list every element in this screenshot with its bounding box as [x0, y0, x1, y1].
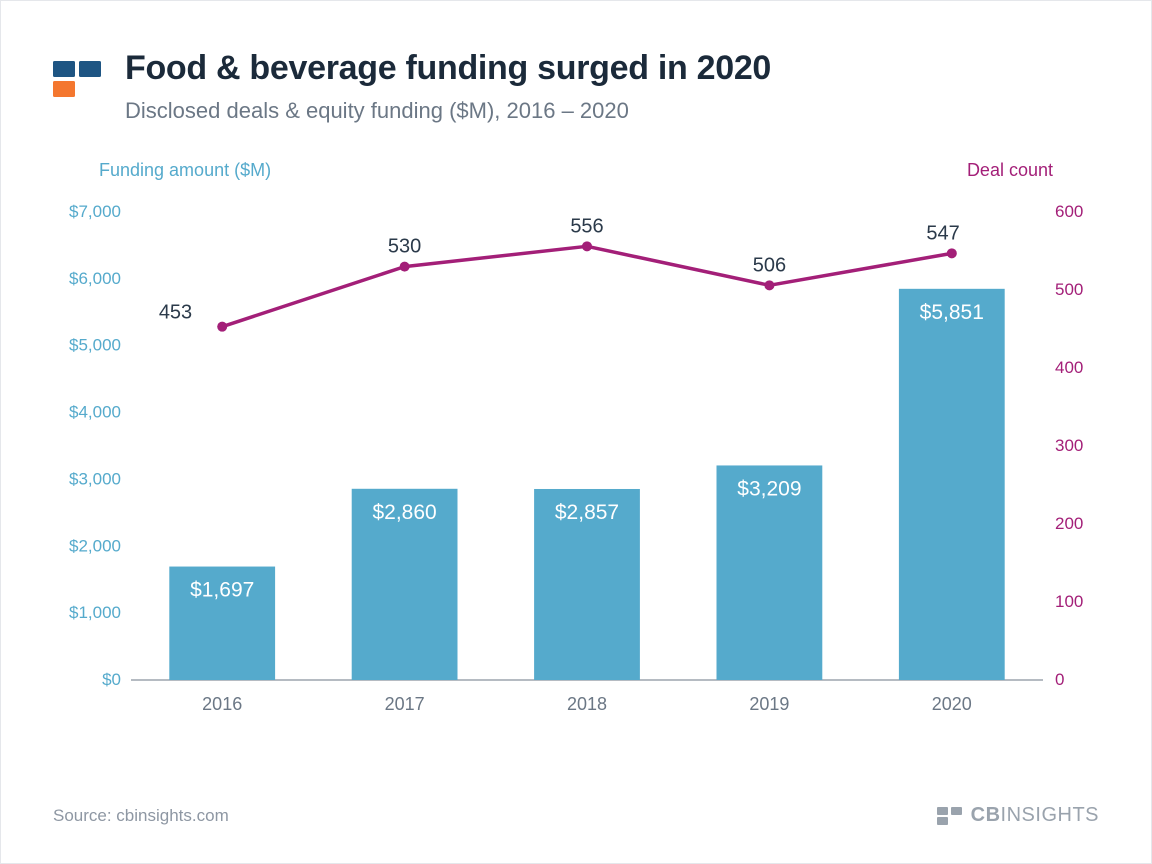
xtick-label: 2017: [385, 694, 425, 714]
brand-logo: CBINSIGHTS: [937, 804, 1099, 827]
line-marker: [947, 248, 957, 258]
chart-title: Food & beverage funding surged in 2020: [125, 49, 1099, 88]
ytick-right: 200: [1055, 514, 1083, 533]
bar-label: $2,857: [555, 501, 619, 524]
ytick-right: 100: [1055, 592, 1083, 611]
ytick-left: $0: [102, 670, 121, 689]
line-label: 506: [753, 254, 786, 276]
ytick-left: $5,000: [69, 336, 121, 355]
bar-label: $5,851: [920, 301, 984, 324]
line-label: 547: [926, 222, 959, 244]
xtick-label: 2016: [202, 694, 242, 714]
source-text: Source: cbinsights.com: [53, 806, 229, 826]
ytick-left: $2,000: [69, 536, 121, 555]
line-marker: [217, 322, 227, 332]
ytick-right: 300: [1055, 436, 1083, 455]
logo-icon: [53, 55, 101, 103]
ytick-left: $3,000: [69, 469, 121, 488]
line-marker: [400, 262, 410, 272]
xtick-label: 2019: [749, 694, 789, 714]
deal-line: [222, 246, 952, 326]
bar: [899, 289, 1005, 680]
brand-name: CBINSIGHTS: [971, 804, 1099, 827]
chart-svg: $0 $1,000 $2,000 $3,000 $4,000 $5,000 $6,000 $7…: [53, 204, 1101, 724]
ytick-left: $4,000: [69, 403, 121, 422]
ytick-right: 600: [1055, 204, 1083, 221]
ytick-left: $1,000: [69, 603, 121, 622]
xtick-label: 2020: [932, 694, 972, 714]
xtick-label: 2018: [567, 694, 607, 714]
bar-label: $3,209: [737, 477, 801, 500]
ytick-left: $7,000: [69, 204, 121, 221]
bar-label: $2,860: [372, 501, 436, 524]
line-label: 530: [388, 236, 421, 258]
line-label: 453: [159, 302, 192, 324]
line-marker: [764, 280, 774, 290]
chart-subtitle: Disclosed deals & equity funding ($M), 2…: [125, 98, 1099, 124]
chart-area: $0 $1,000 $2,000 $3,000 $4,000 $5,000 $6,000 $7…: [53, 204, 1101, 724]
bar-label: $1,697: [190, 579, 254, 602]
ytick-left: $6,000: [69, 269, 121, 288]
ytick-right: 400: [1055, 358, 1083, 377]
left-axis-title: Funding amount ($M): [99, 160, 271, 181]
line-marker: [582, 241, 592, 251]
ytick-right: 0: [1055, 670, 1064, 689]
header: Food & beverage funding surged in 2020 D…: [53, 49, 1099, 124]
ytick-right: 500: [1055, 280, 1083, 299]
line-label: 556: [570, 215, 603, 237]
right-axis-title: Deal count: [967, 160, 1053, 181]
